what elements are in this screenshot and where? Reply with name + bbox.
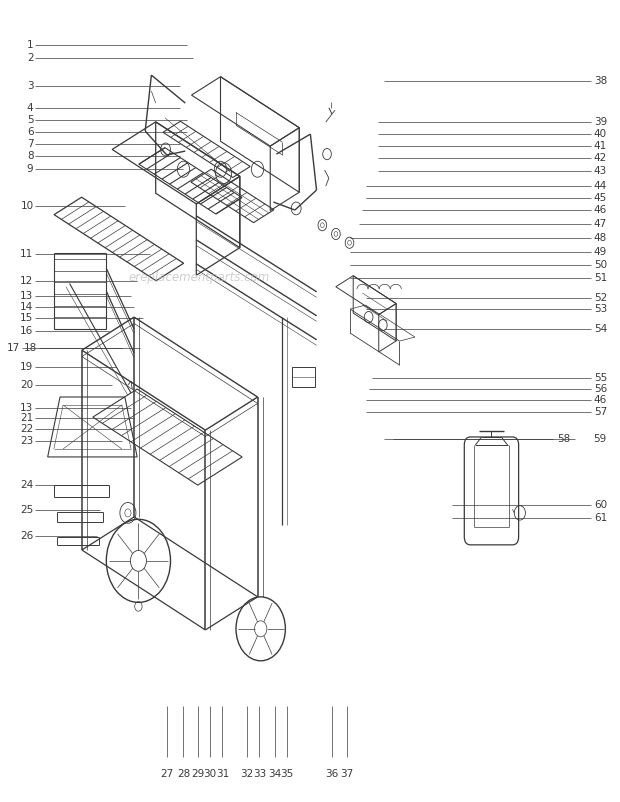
Text: 1: 1 — [27, 40, 33, 51]
Text: 58: 58 — [557, 434, 570, 444]
Text: 59: 59 — [593, 434, 606, 444]
Text: 31: 31 — [216, 768, 229, 779]
Text: 52: 52 — [594, 293, 607, 302]
Text: 44: 44 — [594, 180, 607, 191]
Text: 25: 25 — [20, 505, 33, 516]
Text: 30: 30 — [203, 768, 216, 779]
Text: 56: 56 — [594, 383, 607, 394]
Text: 15: 15 — [20, 314, 33, 323]
Text: 4: 4 — [27, 103, 33, 114]
Text: 12: 12 — [20, 276, 33, 286]
Text: 43: 43 — [594, 166, 607, 176]
Text: 33: 33 — [253, 768, 266, 779]
Text: 27: 27 — [160, 768, 174, 779]
Text: 7: 7 — [27, 139, 33, 149]
Text: 54: 54 — [594, 324, 607, 334]
Text: 14: 14 — [20, 302, 33, 312]
Text: 51: 51 — [594, 273, 607, 282]
Text: 28: 28 — [177, 768, 190, 779]
Text: 61: 61 — [594, 512, 607, 523]
Text: 50: 50 — [594, 260, 607, 270]
Text: 19: 19 — [20, 362, 33, 371]
Text: 13: 13 — [20, 403, 33, 413]
Text: 45: 45 — [594, 192, 607, 203]
Text: 42: 42 — [594, 153, 607, 163]
Text: 5: 5 — [27, 115, 33, 124]
Text: 8: 8 — [27, 152, 33, 161]
Text: ereplacementparts.com: ereplacementparts.com — [128, 270, 270, 284]
Text: 23: 23 — [20, 436, 33, 446]
Text: 32: 32 — [241, 768, 254, 779]
Text: 46: 46 — [594, 205, 607, 215]
Text: 10: 10 — [20, 201, 33, 211]
Text: 3: 3 — [27, 81, 33, 91]
Text: 22: 22 — [20, 424, 33, 435]
Text: 9: 9 — [27, 164, 33, 174]
Text: 11: 11 — [20, 249, 33, 259]
Text: 57: 57 — [594, 407, 607, 417]
Text: 21: 21 — [20, 413, 33, 423]
Text: 38: 38 — [594, 75, 607, 86]
Text: 36: 36 — [325, 768, 339, 779]
Text: 6: 6 — [27, 127, 33, 136]
Text: 55: 55 — [594, 373, 607, 383]
Text: 35: 35 — [280, 768, 294, 779]
Text: 29: 29 — [191, 768, 205, 779]
Text: 17: 17 — [7, 343, 20, 353]
Text: 37: 37 — [340, 768, 353, 779]
Text: 13: 13 — [20, 290, 33, 301]
Text: 46: 46 — [594, 395, 607, 405]
Text: 26: 26 — [20, 531, 33, 541]
Text: 39: 39 — [594, 117, 607, 127]
Text: 49: 49 — [594, 247, 607, 257]
Text: 18: 18 — [24, 343, 37, 353]
Text: 16: 16 — [20, 326, 33, 336]
Text: 60: 60 — [594, 500, 607, 510]
Bar — [291, 367, 315, 387]
Text: 34: 34 — [268, 768, 281, 779]
Text: 47: 47 — [594, 220, 607, 229]
Text: 24: 24 — [20, 480, 33, 490]
Text: 20: 20 — [20, 380, 33, 390]
Text: 53: 53 — [594, 305, 607, 314]
Text: 2: 2 — [27, 53, 33, 63]
Text: 48: 48 — [594, 233, 607, 243]
Text: 40: 40 — [594, 129, 607, 139]
Text: 41: 41 — [594, 141, 607, 151]
